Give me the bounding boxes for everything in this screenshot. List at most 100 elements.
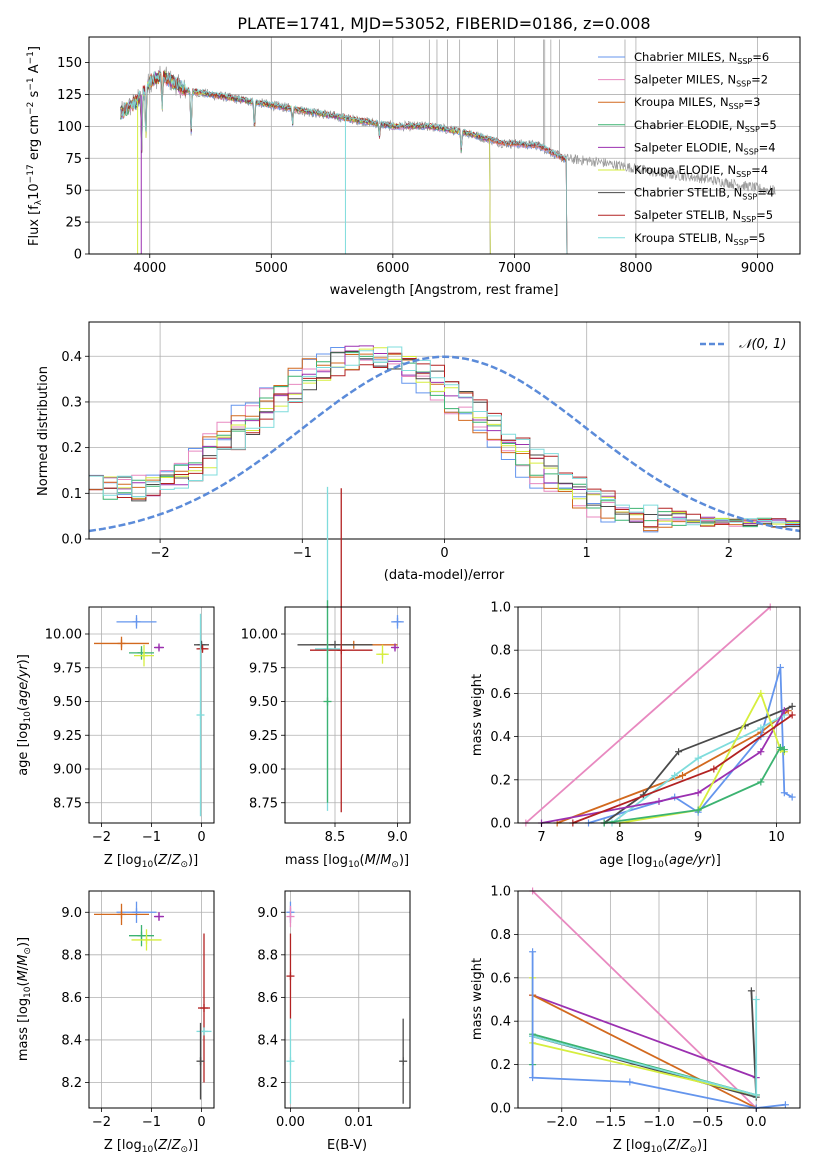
- y-tick-label: 0: [74, 248, 82, 263]
- errorbar-point: [131, 929, 162, 951]
- age-vs-mass-ticks: 8.5 9.0 8.75 9.00 9.25 9.50 9.75 10.00: [241, 628, 408, 846]
- mass-vs-z-points: [94, 901, 212, 1100]
- legend-count: =2: [751, 73, 768, 87]
- legend-subscript: SSP: [742, 193, 757, 202]
- legend-subscript: SSP: [734, 238, 749, 247]
- y-tick-label: 0.4: [490, 1015, 511, 1030]
- spectrum-lines: [120, 39, 776, 255]
- legend-subscript: SSP: [741, 215, 756, 224]
- figure-title: PLATE=1741, MJD=53052, FIBERID=0186, z=0…: [237, 14, 650, 33]
- y-tick-label: 0.8: [490, 644, 511, 659]
- x-tick-label: 7: [537, 830, 545, 845]
- series-salpeter-elodie: [541, 710, 786, 824]
- x-tick-label: 0.00: [276, 1115, 305, 1130]
- y-tick-label: 100: [57, 120, 82, 135]
- x-tick-label: 8000: [619, 261, 652, 276]
- age-vs-z-panel: −2 −1 0 8.75 9.00 9.25 9.50 9.75 10.00 Z [log10(…: [16, 606, 215, 870]
- x-tick-label: −2.0: [546, 1115, 578, 1130]
- series-kroupa-stelib: [532, 999, 758, 1097]
- residuals-ylabel: Normed distribution: [36, 366, 51, 496]
- massweight-vs-age-lines: [522, 603, 796, 827]
- legend-entry: Chabrier ELODIE, NSSP=5: [634, 118, 777, 134]
- residuals-ticks: −2 −1 0 1 2 0.0 0.1 0.2 0.3 0.4: [61, 350, 733, 561]
- massweight-vs-z-panel: −2.0 −1.5 −1.0 −0.5 0.0 0.0 0.2 0.4 0.6 0.8 1.0 Z …: [470, 885, 801, 1155]
- errorbar-point: [323, 600, 332, 803]
- series-chabrier-elodie: [604, 746, 785, 824]
- residuals-legend-label: 𝒩(0, 1): [739, 337, 786, 352]
- age-vs-z-points: [94, 613, 209, 817]
- errorbar-point: [154, 643, 164, 652]
- mass-vs-z-panel: −2 −1 0 8.2 8.4 8.6 8.8 9.0 Z [log10(Z/Z⊙)] mas…: [16, 890, 215, 1155]
- errorbar-point: [134, 644, 154, 667]
- legend-subscript: SSP: [737, 57, 752, 66]
- spectrum-panel: 4000 5000 6000 7000 8000 9000 0 25 50 75 100 125 150…: [26, 36, 801, 298]
- y-tick-label: 0.2: [490, 773, 511, 788]
- y-tick-label: 10.00: [241, 628, 278, 643]
- y-tick-label: 8.4: [257, 1033, 278, 1048]
- y-tick-label: 0.1: [61, 487, 82, 502]
- y-tick-label: 8.8: [61, 948, 82, 963]
- residuals-hist: [88, 345, 801, 533]
- y-tick-label: 0.0: [61, 533, 82, 548]
- errorbar-point: [286, 905, 295, 928]
- age-vs-mass-xlabel: mass [log10(M/M⊙)]: [285, 853, 409, 870]
- errorbar-point: [286, 1018, 295, 1104]
- errorbar-point: [129, 925, 154, 947]
- x-tick-label: −2: [92, 830, 111, 845]
- errorbar-point: [297, 640, 373, 649]
- spectrum-legend: Chabrier MILES, NSSP=6 Salpeter MILES, NS…: [598, 50, 777, 247]
- legend-subscript: SSP: [736, 170, 751, 179]
- y-tick-label: 1.0: [490, 885, 511, 900]
- y-tick-label: 8.75: [249, 796, 278, 811]
- y-tick-label: 0.4: [490, 730, 511, 745]
- x-tick-label: −1.5: [595, 1115, 627, 1130]
- x-tick-label: 0: [197, 1115, 205, 1130]
- model-spectrum-kroupa-stelib: [120, 71, 568, 255]
- y-tick-label: 75: [65, 152, 82, 167]
- errorbar-point: [391, 643, 399, 652]
- series-salpeter-miles: [531, 890, 757, 1109]
- legend-subscript: SSP: [729, 102, 744, 111]
- legend-entry: Salpeter STELIB, NSSP=5: [634, 208, 773, 224]
- histogram-kroupa-elodie: [89, 347, 800, 528]
- age-vs-mass-frame: [284, 606, 411, 824]
- model-spectrum-chabrier-miles: [120, 73, 568, 255]
- errorbar-point: [154, 912, 164, 921]
- y-tick-label: 8.2: [257, 1076, 278, 1091]
- massweight-vs-z-lines: [529, 887, 789, 1112]
- series-kroupa-miles: [532, 994, 757, 1109]
- y-tick-label: 9.0: [257, 906, 278, 921]
- errorbar-point: [399, 1018, 408, 1104]
- residuals-xlabel: (data-model)/error: [384, 568, 505, 583]
- x-tick-label: 0.0: [746, 1115, 767, 1130]
- mass-vs-z-ylabel: mass [log10(M/M⊙)]: [16, 937, 33, 1061]
- legend-count: =5: [756, 208, 773, 222]
- mass-vs-ebv-ticks: 0.00 0.01 8.2 8.4 8.6 8.8 9.0: [257, 906, 373, 1130]
- mass-vs-z-grid: [89, 891, 214, 1108]
- y-tick-label: 9.00: [53, 763, 82, 778]
- errorbar-point: [94, 636, 149, 651]
- legend-count: =4: [751, 163, 768, 177]
- y-tick-label: 150: [57, 56, 82, 71]
- y-tick-label: 25: [65, 216, 82, 231]
- x-tick-label: 6000: [376, 261, 409, 276]
- y-tick-label: 0.3: [61, 395, 82, 410]
- massweight-vs-age-frame: [517, 606, 801, 824]
- legend-count: =4: [757, 186, 774, 200]
- x-tick-label: 1: [583, 546, 591, 561]
- errorbar-point: [196, 1027, 212, 1036]
- legend-entry: Salpeter MILES, NSSP=2: [634, 73, 768, 89]
- legend-entry: Chabrier MILES, NSSP=6: [634, 50, 769, 66]
- x-tick-label: −1: [142, 1115, 161, 1130]
- legend-count: =5: [760, 118, 777, 132]
- age-vs-mass-panel: 8.5 9.0 8.75 9.00 9.25 9.50 9.75 10.00 mass [lo…: [241, 486, 411, 870]
- errorbar-point: [376, 644, 389, 664]
- x-tick-label: 0.01: [344, 1115, 373, 1130]
- x-tick-label: 9: [694, 830, 702, 845]
- spectrum-ticks: 4000 5000 6000 7000 8000 9000 0 25 50 75 100 125 150: [57, 56, 774, 276]
- model-spectrum-chabrier-elodie: [120, 71, 491, 255]
- model-spectrum-salpeter-miles: [120, 71, 568, 255]
- histogram-kroupa-stelib: [89, 346, 800, 526]
- histogram-salpeter-stelib: [89, 352, 800, 528]
